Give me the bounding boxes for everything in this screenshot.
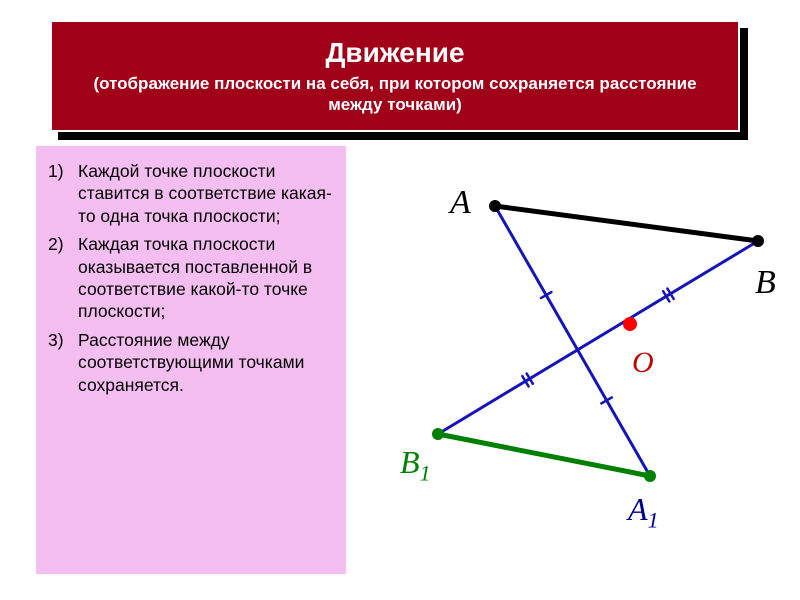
point-label-B1: B1: [400, 444, 431, 486]
point-label-A1: A1: [628, 491, 659, 533]
list-item: Расстояние между соответствующими точкам…: [78, 329, 332, 396]
header-banner: Движение (отображение плоскости на себя,…: [50, 20, 740, 132]
list-item: Каждая точка плоскости оказывается поста…: [78, 233, 332, 323]
definition-textbox: Каждой точке плоскости ставится в соотве…: [36, 146, 346, 574]
point-label-O: O: [632, 346, 654, 380]
header-title: Движение: [72, 37, 718, 69]
geometry-diagram: A B O A1 B1: [350, 146, 790, 566]
point-label-A: A: [450, 184, 471, 222]
definition-list: Каждой точке плоскости ставится в соотве…: [78, 160, 332, 396]
diagram-svg: [350, 146, 790, 566]
point-label-B: B: [755, 264, 776, 302]
list-item: Каждой точке плоскости ставится в соотве…: [78, 160, 332, 227]
header-subtitle: (отображение плоскости на себя, при кото…: [72, 73, 718, 116]
